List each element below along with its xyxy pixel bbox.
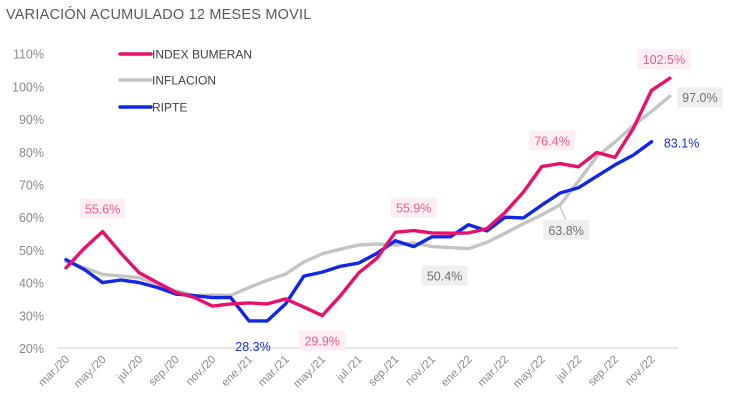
- data-label-box: [390, 197, 437, 218]
- data-label-box: [299, 330, 346, 351]
- data-label-index-bumeran: 76.4%: [529, 130, 576, 151]
- y-tick-label: 70%: [19, 179, 44, 193]
- x-tick-label: ene./21: [220, 354, 256, 390]
- legend-label: INFLACION: [152, 74, 216, 88]
- data-label-index-bumeran: 29.9%: [299, 330, 346, 351]
- legend-item-index-bumeran: INDEX BUMERAN: [118, 48, 252, 62]
- x-axis: mar./20 may./20 jul./20 sep./20 nov./20 ene./…: [37, 354, 658, 391]
- x-tick-label: may./21: [292, 354, 329, 391]
- y-tick-label: 40%: [19, 277, 44, 291]
- data-label-index-bumeran: 55.9%: [390, 197, 437, 218]
- x-tick-label: sep./21: [366, 354, 401, 389]
- data-label-box: [637, 49, 691, 70]
- y-tick-label: 30%: [19, 309, 44, 323]
- legend: INDEX BUMERAN INFLACION RIPTE: [118, 48, 252, 115]
- y-tick-label: 90%: [19, 113, 44, 127]
- data-label-index-bumeran: 102.5%: [637, 49, 691, 70]
- x-tick-label: nov./20: [184, 354, 219, 389]
- data-label-text: 29.9%: [304, 335, 339, 349]
- data-labels: 55.6% 29.9% 55.9% 76.4% 102.5% 50.4% 63.8% 97.0…: [79, 49, 723, 354]
- y-tick-label: 50%: [19, 244, 44, 258]
- x-tick-label: mar./20: [37, 354, 73, 390]
- legend-label: RIPTE: [152, 101, 187, 115]
- y-axis: 20% 30% 40% 50% 60% 70% 80% 90% 100% 110%: [12, 48, 44, 356]
- data-label-box: [529, 130, 576, 151]
- legend-item-ripte: RIPTE: [118, 101, 187, 115]
- legend-label: INDEX BUMERAN: [152, 48, 252, 62]
- data-label-inflacion: 97.0%: [676, 87, 723, 108]
- x-tick-label: jul./20: [114, 354, 145, 385]
- data-label-inflacion: 50.4%: [421, 265, 468, 286]
- data-label-text: 83.1%: [664, 137, 699, 151]
- y-tick-label: 100%: [12, 80, 44, 94]
- series-line-ripte: [64, 139, 654, 323]
- data-label-ripte: 83.1%: [664, 137, 699, 151]
- data-label-text: 55.6%: [85, 203, 120, 217]
- leader-line: [559, 206, 567, 222]
- y-tick-label: 80%: [19, 146, 44, 160]
- data-label-text: 28.3%: [235, 340, 270, 354]
- x-tick-label: nov./22: [623, 354, 658, 389]
- x-tick-label: may./22: [511, 354, 548, 391]
- data-label-index-bumeran: 55.6%: [79, 198, 126, 219]
- data-label-text: 76.4%: [534, 135, 569, 149]
- x-tick-label: mar./21: [256, 354, 292, 390]
- x-tick-label: jul./22: [554, 354, 585, 385]
- data-label-text: 97.0%: [682, 91, 717, 105]
- x-tick-label: nov./21: [404, 354, 439, 389]
- x-tick-label: ene./22: [439, 354, 475, 390]
- x-tick-label: mar./22: [476, 354, 512, 390]
- y-tick-label: 110%: [13, 48, 44, 62]
- x-tick-label: may./20: [72, 354, 109, 391]
- data-label-text: 50.4%: [427, 270, 462, 284]
- data-label-box: [421, 265, 468, 286]
- data-label-box: [676, 87, 723, 108]
- x-tick-label: jul./21: [334, 354, 365, 385]
- data-label-box: [79, 198, 126, 219]
- legend-item-inflacion: INFLACION: [118, 74, 216, 88]
- series-line-index-bumeran: [64, 76, 672, 318]
- series-lines: [64, 76, 672, 323]
- chart-title: VARIACIÓN ACUMULADO 12 MESES MOVIL: [6, 6, 311, 23]
- data-label-text: 102.5%: [643, 53, 685, 67]
- data-label-text: 55.9%: [396, 202, 431, 216]
- data-label-text: 63.8%: [548, 224, 583, 238]
- data-label-ripte: 28.3%: [235, 340, 270, 354]
- x-tick-label: sep./20: [147, 354, 182, 389]
- data-label-box: [543, 219, 590, 240]
- y-tick-label: 60%: [19, 211, 44, 225]
- x-tick-label: sep./22: [586, 354, 621, 389]
- y-tick-label: 20%: [19, 342, 44, 356]
- data-label-inflacion: 63.8%: [543, 206, 590, 240]
